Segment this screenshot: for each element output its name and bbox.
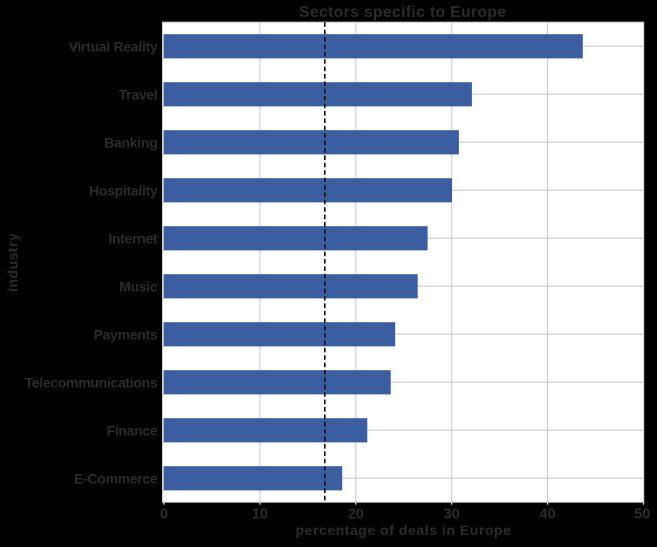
svg-text:Internet: Internet	[108, 230, 158, 246]
svg-text:0: 0	[160, 506, 168, 522]
svg-text:Travel: Travel	[119, 86, 158, 102]
svg-text:E-Commerce: E-Commerce	[74, 470, 158, 486]
svg-text:Hospitality: Hospitality	[89, 182, 158, 198]
svg-text:Sectors specific to Europe: Sectors specific to Europe	[299, 4, 506, 21]
svg-text:percentage of deals in Europe: percentage of deals in Europe	[296, 522, 512, 538]
svg-text:30: 30	[444, 506, 460, 522]
svg-text:40: 40	[540, 506, 556, 522]
svg-text:Telecommunications: Telecommunications	[25, 374, 158, 390]
svg-text:Payments: Payments	[94, 326, 158, 342]
svg-text:industry: industry	[5, 233, 21, 292]
svg-text:Finance: Finance	[107, 422, 158, 438]
svg-text:Virtual Reality: Virtual Reality	[69, 38, 158, 54]
svg-text:50: 50	[634, 506, 650, 522]
svg-text:Music: Music	[119, 278, 158, 294]
svg-text:10: 10	[252, 506, 268, 522]
svg-text:20: 20	[348, 506, 364, 522]
svg-text:Banking: Banking	[104, 134, 157, 150]
